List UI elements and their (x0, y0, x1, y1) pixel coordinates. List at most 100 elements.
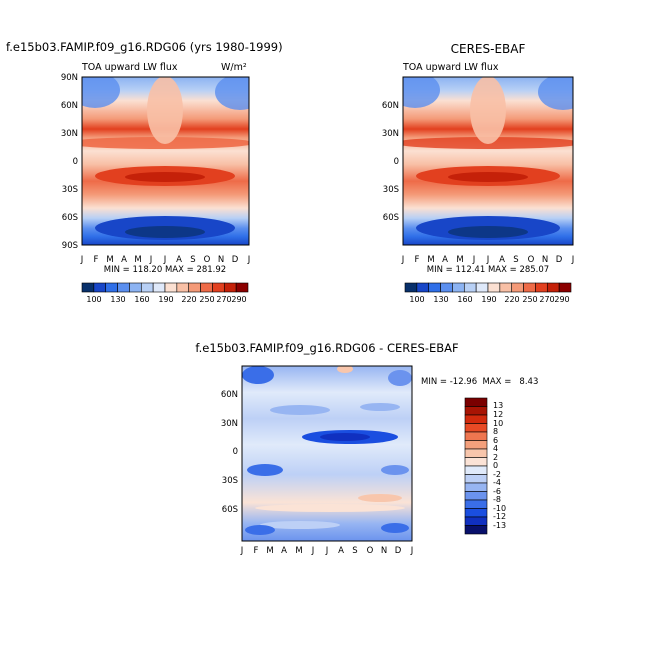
obs-stats: MIN = 112.41 MAX = 285.07 (427, 265, 549, 275)
colorbar-cell (105, 282, 118, 293)
x-tick: J (486, 255, 490, 265)
x-tick: N (381, 546, 387, 556)
colorbar-cell (440, 282, 453, 293)
colorbar-label: 220 (504, 295, 519, 304)
colorbar-label: -8 (493, 495, 501, 504)
colorbar-label: 12 (493, 410, 503, 419)
colorbar-cell (235, 282, 249, 293)
x-tick: O (528, 255, 535, 265)
obs-panel-subtitle: TOA upward LW flux (402, 62, 499, 73)
y-tick: 30S (383, 185, 399, 195)
colorbar-cell (164, 282, 178, 293)
x-tick: S (513, 255, 518, 265)
colorbar-cell (487, 282, 501, 293)
x-tick: D (556, 255, 563, 265)
obs-x-ticks: J F M A M J J A S O N D J (401, 255, 575, 265)
colorbar-cell (200, 282, 213, 293)
y-tick: 90N (61, 73, 78, 83)
x-tick: S (190, 255, 195, 265)
model-x-ticks: J F M A M J J A S O N D J (80, 255, 251, 265)
colorbar-cell (223, 282, 237, 293)
x-tick: S (352, 546, 357, 556)
colorbar-label: 220 (181, 295, 196, 304)
colorbar-cell (464, 516, 488, 526)
x-tick: J (401, 255, 405, 265)
y-tick: 30S (62, 185, 78, 195)
colorbar-label: -12 (493, 512, 506, 521)
colorbar-label: 190 (481, 295, 496, 304)
colorbar-cell (464, 448, 488, 458)
colorbar-label: -4 (493, 478, 501, 487)
x-tick: M (295, 546, 302, 556)
colorbar-label: 8 (493, 427, 498, 436)
colorbar-cell (511, 282, 524, 293)
colorbar-cell (452, 282, 465, 293)
y-tick: 30N (221, 419, 238, 429)
x-tick: J (571, 255, 575, 265)
x-tick: M (134, 255, 141, 265)
colorbar-cell (464, 525, 488, 535)
colorbar-cell (117, 282, 130, 293)
model-panel-title: f.e15b03.FAMIP.f09_g16.RDG06 (yrs 1980-1… (6, 40, 283, 54)
obs-colorbar-cells (404, 282, 572, 293)
colorbar-cell (558, 282, 572, 293)
x-tick: J (325, 546, 329, 556)
y-tick: 60N (61, 101, 78, 111)
x-tick: O (204, 255, 211, 265)
y-tick: 30S (222, 476, 238, 486)
colorbar-cell (463, 282, 477, 293)
x-tick: M (106, 255, 113, 265)
x-tick: M (427, 255, 434, 265)
x-tick: J (163, 255, 167, 265)
colorbar-cell (464, 491, 488, 501)
x-tick: J (149, 255, 153, 265)
colorbar-label: 100 (86, 295, 101, 304)
colorbar-cell (212, 282, 225, 293)
x-tick: A (499, 255, 505, 265)
model-colorbar-cells (81, 282, 249, 293)
colorbar-label: 190 (158, 295, 173, 304)
x-tick: D (232, 255, 239, 265)
colorbar-cell (464, 474, 488, 484)
colorbar-label: 130 (110, 295, 125, 304)
colorbar-cell (129, 282, 142, 293)
x-tick: J (80, 255, 84, 265)
colorbar-cell (464, 499, 488, 509)
x-tick: F (254, 546, 259, 556)
colorbar-cell (93, 282, 107, 293)
model-stats: MIN = 118.20 MAX = 281.92 (104, 265, 226, 275)
colorbar-label: -2 (493, 470, 501, 479)
obs-y-ticks: 60N 30N 0 30S 60S (382, 101, 399, 223)
colorbar-label: -10 (493, 504, 506, 513)
colorbar-label: 160 (134, 295, 149, 304)
y-tick: 0 (394, 157, 399, 167)
x-tick: F (94, 255, 99, 265)
diff-colorbar-cells (464, 397, 488, 535)
colorbar-label: 130 (433, 295, 448, 304)
diff-colorbar: 13 12 10 8 6 4 2 0 -2 -4 -6 -8 -10 -12 -… (464, 397, 506, 535)
colorbar-cell (535, 282, 548, 293)
x-tick: A (338, 546, 344, 556)
colorbar-cell (499, 282, 513, 293)
x-tick: F (415, 255, 420, 265)
colorbar-label: 100 (409, 295, 424, 304)
x-tick: J (240, 546, 244, 556)
colorbar-cell (428, 282, 441, 293)
colorbar-cell (188, 282, 201, 293)
colorbar-cell (152, 282, 166, 293)
x-tick: D (395, 546, 402, 556)
diff-y-ticks: 60N 30N 0 30S 60S (221, 390, 238, 515)
colorbar-cell (176, 282, 190, 293)
x-tick: A (281, 546, 287, 556)
model-y-ticks: 90N 60N 30N 0 30S 60S 90S (61, 73, 78, 251)
colorbar-label: 13 (493, 401, 503, 410)
obs-panel: CERES-EBAF TOA upward LW flux 60N 30N 0 … (382, 42, 575, 304)
model-panel-units: W/m² (221, 62, 247, 73)
colorbar-label: 290 (554, 295, 569, 304)
x-tick: A (176, 255, 182, 265)
colorbar-cell (464, 508, 488, 518)
colorbar-cell (546, 282, 560, 293)
diff-panel-title: f.e15b03.FAMIP.f09_g16.RDG06 - CERES-EBA… (195, 341, 458, 355)
colorbar-cell (464, 423, 488, 433)
colorbar-label: -13 (493, 521, 506, 530)
